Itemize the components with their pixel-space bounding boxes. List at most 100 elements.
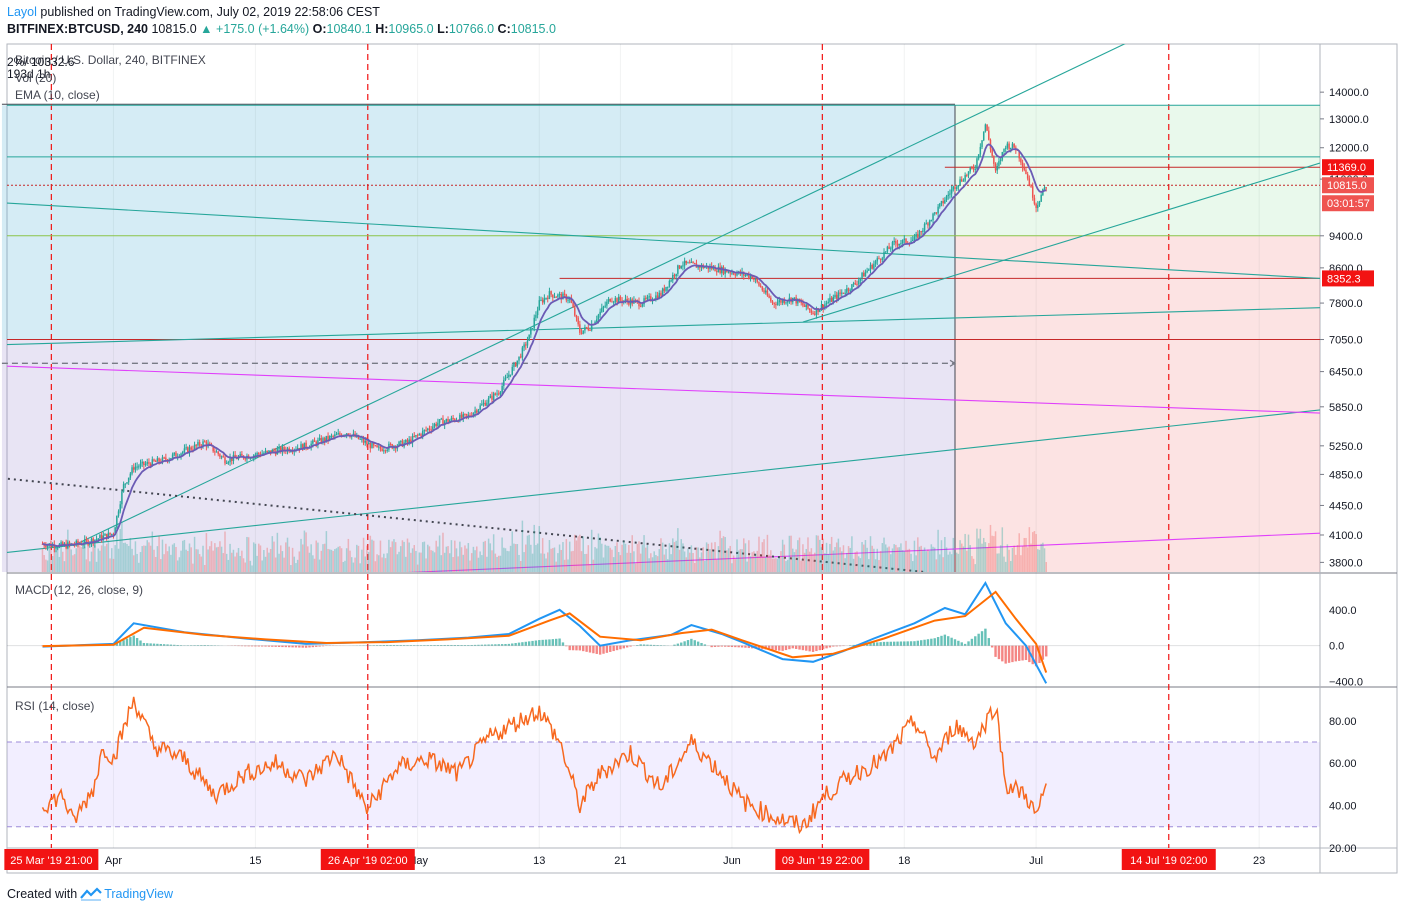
macd-histogram-bar xyxy=(892,641,896,646)
rsi-legend[interactable]: RSI (14, close) xyxy=(15,699,95,713)
volume-bar xyxy=(726,550,728,572)
candle-body xyxy=(171,454,174,459)
volume-bar xyxy=(374,561,377,572)
volume-bar xyxy=(406,538,409,572)
macd-histogram-bar xyxy=(683,641,686,646)
volume-bar xyxy=(158,536,160,572)
volume-bar xyxy=(993,536,995,572)
macd-histogram-bar xyxy=(436,645,440,646)
volume-bar xyxy=(969,545,971,572)
candle-body xyxy=(560,294,563,300)
price-tick-label: 9400.0 xyxy=(1329,231,1363,243)
price-tick-label: 5250.0 xyxy=(1329,441,1363,453)
macd-histogram-bar xyxy=(308,645,311,648)
candle-body xyxy=(491,395,493,400)
macd-histogram-bar xyxy=(288,645,291,648)
volume-bar xyxy=(432,550,434,572)
volume-bar xyxy=(641,545,644,572)
trend-line[interactable] xyxy=(2,202,1320,279)
candle-body xyxy=(587,327,590,331)
macd-histogram-bar xyxy=(1045,645,1048,657)
volume-bar xyxy=(670,554,672,572)
trend-line[interactable] xyxy=(2,365,1320,414)
trend-line[interactable] xyxy=(2,477,925,572)
candle-body xyxy=(320,438,323,443)
candle-body xyxy=(852,283,855,285)
volume-bar xyxy=(405,556,407,572)
tradingview-brand[interactable]: TradingView xyxy=(104,887,173,901)
volume-bar xyxy=(770,550,772,572)
volume-bar xyxy=(388,539,390,572)
long-profit-zone xyxy=(1,105,955,340)
volume-bar xyxy=(648,558,650,572)
macd-histogram-bar xyxy=(379,645,382,646)
candle-body xyxy=(893,241,895,243)
trend-line[interactable] xyxy=(2,307,1320,346)
ema-legend[interactable]: EMA (10, close) xyxy=(15,88,100,102)
volume-bar xyxy=(254,543,257,572)
candle-body xyxy=(479,405,481,410)
volume-bar xyxy=(866,547,868,572)
macd-histogram-bar xyxy=(477,644,480,646)
trend-line[interactable] xyxy=(802,162,1320,323)
volume-bar xyxy=(699,557,701,572)
volume-bar xyxy=(834,547,836,572)
candle-body xyxy=(766,290,769,296)
candle-body xyxy=(920,231,922,233)
volume-bar xyxy=(271,536,274,572)
candle-body xyxy=(999,159,1002,162)
candle-body xyxy=(1033,197,1036,204)
candle-body xyxy=(263,453,265,455)
volume-bar xyxy=(518,554,520,572)
candle-body xyxy=(866,270,868,273)
volume-bar xyxy=(460,547,463,572)
volume-bar xyxy=(176,560,179,572)
candle-body xyxy=(376,445,378,448)
volume-bar xyxy=(523,552,525,572)
macd-histogram-bar xyxy=(987,638,990,646)
trend-line[interactable] xyxy=(2,409,1320,554)
volume-bar xyxy=(482,541,485,572)
macd-histogram-bar xyxy=(558,638,561,646)
macd-histogram-bar xyxy=(612,645,615,652)
candle-body xyxy=(131,467,133,474)
candle-body xyxy=(677,265,679,274)
candle-body xyxy=(660,292,662,296)
candle-body xyxy=(557,294,559,297)
candle-body xyxy=(418,434,421,436)
volume-bar xyxy=(1030,543,1032,572)
volume-bar xyxy=(927,549,929,572)
range-overlay-label: 2%/ 10332.6 xyxy=(7,55,75,69)
main-series-legend[interactable]: Bitcoin / U.S. Dollar, 240, BITFINEX xyxy=(15,53,206,67)
volume-bar xyxy=(356,544,358,572)
candle-body xyxy=(555,296,557,298)
macd-histogram-bar xyxy=(950,637,953,646)
volume-legend[interactable]: Vol (20) xyxy=(15,71,57,85)
volume-bar xyxy=(1038,549,1041,572)
candle-body xyxy=(927,223,929,226)
macd-histogram-bar xyxy=(456,645,460,646)
candle-body xyxy=(214,451,216,453)
volume-bar xyxy=(562,542,564,572)
trend-line[interactable] xyxy=(306,532,1320,577)
candle-body xyxy=(650,296,652,301)
trend-line[interactable] xyxy=(72,33,1148,547)
candle-body xyxy=(381,448,383,451)
candle-body xyxy=(648,296,650,298)
volume-bar xyxy=(820,547,823,572)
author-name[interactable]: Layol xyxy=(7,5,37,19)
macd-histogram-bar xyxy=(622,645,625,649)
volume-bar xyxy=(871,545,873,572)
volume-bar xyxy=(459,541,461,572)
volume-bar xyxy=(967,534,970,572)
price-tags-layer: 25 Mar '19 21:00 26 Apr '19 02:00 09 Jun '… xyxy=(4,159,1374,870)
candle-body xyxy=(126,482,128,484)
macd-histogram-bar xyxy=(933,638,936,646)
macd-legend[interactable]: MACD (12, 26, close, 9) xyxy=(15,583,144,597)
candle-body xyxy=(298,447,301,450)
candle-body xyxy=(1045,187,1047,189)
volume-bar xyxy=(322,544,324,572)
low-label: L: xyxy=(437,22,449,36)
volume-bar xyxy=(585,553,588,572)
